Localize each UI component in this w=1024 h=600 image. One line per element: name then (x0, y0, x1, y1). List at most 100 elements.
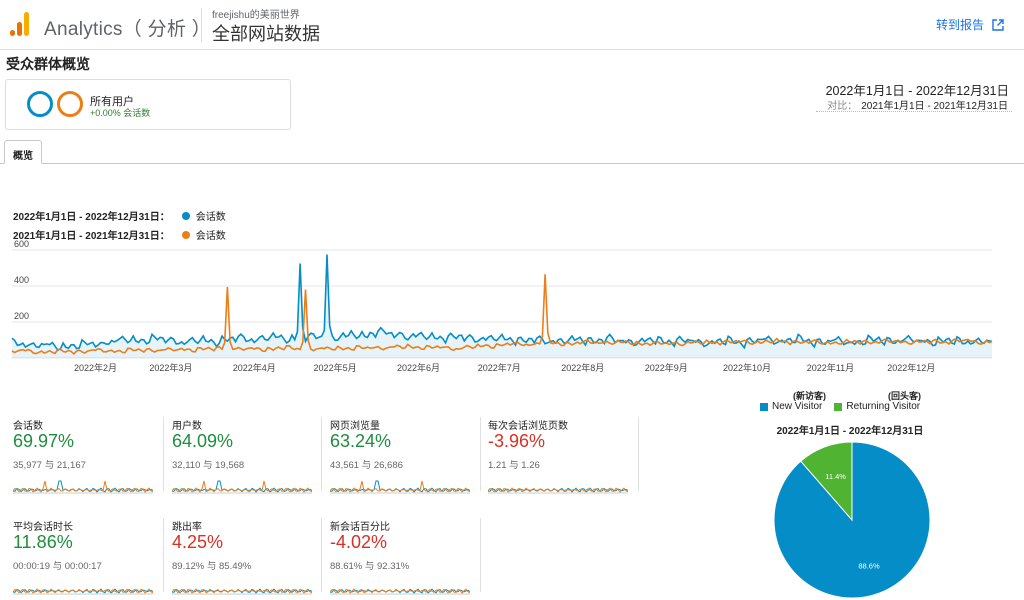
sparkline-series (13, 588, 153, 594)
app-title[interactable]: Analytics（ 分析 ） (44, 19, 212, 40)
property-selector[interactable]: 全部网站数据 (212, 24, 320, 44)
metric-name: 网页浏览量 (330, 421, 380, 432)
metric-card[interactable]: 新会话百分比 -4.02% 88.61% 与 92.31% (330, 518, 476, 600)
card-divider (480, 518, 481, 592)
sparkline-series (172, 480, 312, 493)
metric-compare: 35,977 与 21,167 (13, 460, 86, 471)
metric-name: 每次会话浏览页数 (488, 421, 568, 432)
metric-compare: 32,110 与 19,568 (172, 460, 245, 471)
metric-compare: 88.61% 与 92.31% (330, 561, 410, 572)
pie-legend-new[interactable]: New Visitor (772, 401, 823, 412)
x-tick-label: 2022年2月 (74, 362, 117, 373)
y-tick-label: 200 (14, 311, 29, 321)
tab-overview[interactable]: 概览 (4, 140, 42, 164)
series-line-compare (11, 274, 993, 356)
segment-circle-compare-icon (57, 91, 83, 117)
metric-sparkline (13, 588, 153, 595)
segment-name: 所有用户 (90, 96, 134, 108)
pie-legend-header-returning: (回头客) (888, 391, 921, 401)
card-divider (163, 417, 164, 491)
sparkline-series (13, 588, 153, 594)
pie-slice-label: 11.4% (825, 472, 846, 481)
metric-compare: 00:00:19 与 00:00:17 (13, 561, 102, 572)
x-tick-label: 2022年10月 (723, 362, 771, 373)
goto-report-label: 转到报告 (935, 18, 984, 32)
pie-slice-label: 88.6% (858, 561, 880, 570)
y-tick-label: 400 (14, 275, 29, 285)
chart-legend-compare[interactable]: 2021年1月1日 - 2021年12月31日： 会话数 (13, 227, 226, 242)
date-compare-range[interactable]: 对比： 2021年1月1日 - 2021年12月31日 (827, 97, 1008, 112)
external-link-icon (992, 18, 1004, 31)
account-name[interactable]: freejishu的美丽世界 (212, 10, 300, 21)
x-tick-label: 2022年4月 (233, 362, 276, 373)
segment-change: +0.00% 会话数 (90, 108, 151, 118)
card-divider (480, 417, 481, 491)
legend-metric-current: 会话数 (195, 212, 226, 223)
metric-name: 新会话百分比 (330, 522, 390, 533)
visitor-type-pie-chart[interactable]: 88.6% 11.4% (772, 440, 932, 600)
metric-compare: 1.21 与 1.26 (488, 460, 540, 471)
metric-change: -4.02% (330, 532, 388, 552)
metric-sparkline (13, 480, 153, 494)
card-divider (163, 518, 164, 592)
sparkline-series (172, 480, 312, 493)
segment-card[interactable]: 所有用户 +0.00% 会话数 (5, 79, 291, 130)
sparkline-series (330, 480, 470, 493)
sparkline-series (488, 487, 628, 493)
metric-name: 跳出率 (172, 522, 202, 533)
pie-swatch-returning-icon (834, 402, 843, 411)
legend-dot-compare-icon (181, 230, 190, 239)
metric-change: 4.25% (172, 532, 224, 552)
metric-card[interactable]: 会话数 69.97% 35,977 与 21,167 (13, 417, 159, 499)
segment-circle-current-icon (27, 91, 53, 117)
metric-name: 用户数 (172, 421, 202, 432)
pie-legend-returning[interactable]: Returning Visitor (846, 401, 921, 412)
legend-range-compare: 2021年1月1日 - 2021年12月31日： (13, 231, 170, 242)
series-line-current (11, 254, 993, 352)
metric-card[interactable]: 跳出率 4.25% 89.12% 与 85.49% (172, 518, 318, 600)
sparkline-series (172, 588, 312, 594)
pie-legend: New Visitor Returning Visitor (760, 401, 920, 412)
analytics-logo-icon[interactable] (10, 12, 32, 36)
metric-sparkline (172, 588, 312, 595)
metric-change: -3.96% (488, 431, 546, 451)
x-tick-label: 2022年11月 (807, 362, 854, 373)
metric-card[interactable]: 网页浏览量 63.24% 43,561 与 26,686 (330, 417, 476, 499)
metric-sparkline (172, 480, 312, 494)
tab-bar-line (0, 163, 1024, 164)
goto-report-link[interactable]: 转到报告 (936, 16, 1004, 33)
sparkline-series (330, 480, 470, 493)
metric-sparkline (330, 480, 470, 494)
metric-change: 11.86% (13, 532, 73, 552)
metric-card[interactable]: 平均会话时长 11.86% 00:00:19 与 00:00:17 (13, 518, 159, 600)
x-tick-label: 2022年9月 (645, 362, 688, 373)
pie-title: 2022年1月1日 - 2022年12月31日 (776, 426, 924, 437)
pie-legend-header-new: (新访客) (793, 391, 826, 401)
metric-card[interactable]: 用户数 64.09% 32,110 与 19,568 (172, 417, 318, 499)
metric-card[interactable]: 每次会话浏览页数 -3.96% 1.21 与 1.26 (488, 417, 634, 499)
page-title: 受众群体概览 (6, 56, 90, 72)
sparkline-series (13, 480, 153, 493)
x-tick-label: 2022年6月 (397, 362, 440, 373)
x-tick-label: 2022年7月 (478, 362, 521, 373)
date-divider (816, 111, 1012, 112)
metric-sparkline (330, 588, 470, 595)
pie-swatch-new-icon (760, 402, 768, 411)
x-tick-label: 2022年12月 (887, 362, 935, 373)
metric-change: 64.09% (172, 431, 234, 451)
x-tick-label: 2022年3月 (149, 362, 192, 373)
chart-legend-current[interactable]: 2022年1月1日 - 2022年12月31日： 会话数 (13, 208, 226, 223)
header-divider (201, 8, 202, 42)
sessions-line-chart[interactable]: 200 400 600 2022年2月 2022年3月 2022年4月 2022年5月 202… (0, 240, 1024, 375)
y-tick-label: 600 (14, 240, 29, 249)
sparkline-series (13, 480, 153, 493)
app-header: Analytics（ 分析 ） freejishu的美丽世界 全部网站数据 转到… (0, 0, 1024, 50)
date-range-selector[interactable]: 2022年1月1日 - 2022年12月31日 (825, 84, 1009, 98)
legend-metric-compare: 会话数 (195, 231, 226, 242)
card-divider (321, 417, 322, 491)
sparkline-series (488, 487, 628, 493)
date-compare-label: 对比： (827, 101, 858, 112)
sparkline-series (172, 588, 312, 594)
legend-dot-current-icon (181, 211, 190, 220)
sparkline-series (330, 588, 470, 594)
